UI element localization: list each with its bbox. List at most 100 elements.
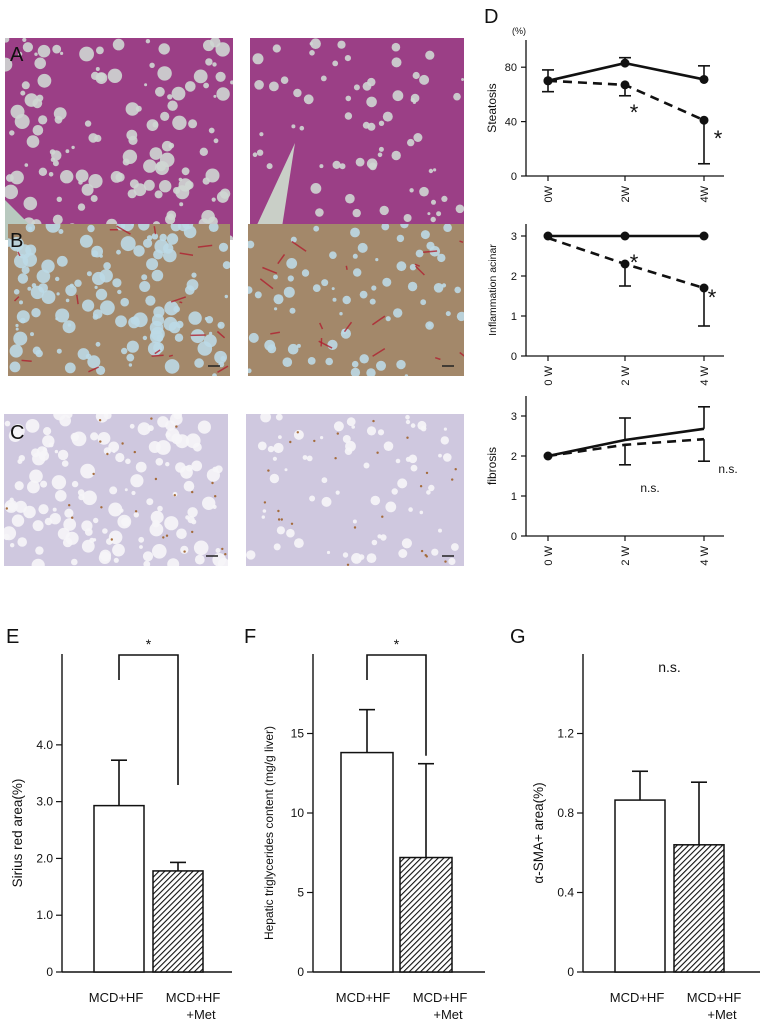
sma-stain-spot <box>353 526 357 529</box>
fat-vacuole <box>171 433 183 445</box>
fat-vacuole <box>382 111 393 122</box>
fat-vacuole <box>121 347 128 355</box>
fat-vacuole <box>371 539 378 546</box>
fat-vacuole <box>191 272 197 278</box>
fat-vacuole <box>24 163 29 167</box>
sma-stain-spot <box>5 507 8 510</box>
fat-vacuole <box>60 51 64 56</box>
fat-vacuole <box>31 308 41 318</box>
fat-vacuole <box>248 332 259 343</box>
fat-vacuole <box>428 484 435 492</box>
fat-vacuole <box>266 163 273 170</box>
x-category-label: +Met <box>707 1007 737 1022</box>
fat-vacuole <box>332 160 341 169</box>
fat-vacuole <box>65 414 73 419</box>
fat-vacuole <box>163 248 177 263</box>
fat-vacuole <box>309 50 315 56</box>
fat-vacuole <box>159 180 172 193</box>
fat-vacuole <box>359 354 369 364</box>
fat-vacuole <box>176 528 187 540</box>
fat-vacuole <box>208 224 219 232</box>
y-axis-label: Hepatic triglycerides content (mg/g live… <box>262 726 276 940</box>
fat-vacuole <box>15 323 19 328</box>
sma-stain-spot <box>154 477 158 481</box>
fat-vacuole <box>22 42 33 53</box>
fat-vacuole <box>17 51 23 57</box>
fat-vacuole <box>427 212 431 216</box>
fat-vacuole <box>99 254 103 258</box>
fat-vacuole <box>80 463 95 479</box>
fat-vacuole <box>135 461 147 473</box>
fat-vacuole <box>174 333 184 342</box>
fat-vacuole <box>31 558 45 566</box>
fat-vacuole <box>125 458 131 465</box>
fat-vacuole <box>396 261 407 272</box>
fat-vacuole <box>75 169 89 183</box>
fat-vacuole <box>81 183 94 196</box>
fat-vacuole <box>122 149 138 164</box>
fat-vacuole <box>77 489 85 496</box>
fat-vacuole <box>461 78 464 81</box>
micrograph-background <box>246 414 464 566</box>
sma-stain-spot <box>191 490 194 494</box>
fat-vacuole <box>363 462 370 469</box>
fat-vacuole <box>28 226 33 231</box>
fat-vacuole <box>153 249 164 260</box>
fat-vacuole <box>257 441 267 451</box>
fat-vacuole <box>129 423 135 429</box>
y-tick-label: 2 <box>511 451 517 463</box>
fat-vacuole <box>409 264 417 271</box>
fat-vacuole <box>214 350 228 364</box>
fat-vacuole <box>17 459 23 464</box>
fat-vacuole <box>130 474 144 488</box>
fat-vacuole <box>92 538 97 542</box>
fat-vacuole <box>425 50 435 60</box>
fat-vacuole <box>95 341 101 347</box>
y-tick-label: 1 <box>511 491 517 503</box>
sma-stain-spot <box>372 419 375 423</box>
fat-vacuole <box>112 38 125 51</box>
fat-vacuole <box>407 138 415 147</box>
sma-stain-spot <box>425 471 429 475</box>
collagen-fiber <box>414 263 420 267</box>
collagen-fiber <box>153 226 157 235</box>
y-tick-label: 3 <box>511 411 517 423</box>
panel-label-d: D <box>484 6 499 28</box>
fat-vacuole <box>419 186 429 197</box>
fat-vacuole <box>99 269 113 283</box>
fat-vacuole <box>273 274 278 280</box>
fat-vacuole <box>102 528 108 534</box>
fat-vacuole <box>448 557 456 566</box>
fat-vacuole <box>190 329 205 344</box>
chart-D3: 0 1 2 3 0 W 2 W 4 W fibrosis n.s. n.s. <box>485 396 738 566</box>
fat-vacuole <box>217 321 225 329</box>
fat-vacuole <box>9 130 15 136</box>
fat-vacuole <box>273 543 281 551</box>
significance-annotation: * <box>146 636 152 652</box>
fat-vacuole <box>120 297 129 307</box>
sma-stain-spot <box>224 553 227 556</box>
fat-vacuole <box>78 180 83 185</box>
sma-stain-spot <box>133 450 136 454</box>
fat-vacuole <box>212 504 217 509</box>
fat-vacuole <box>17 537 28 547</box>
fat-vacuole <box>58 229 64 234</box>
sma-stain-spot <box>98 419 102 422</box>
fat-vacuole <box>138 224 150 231</box>
y-tick-label: 0 <box>567 965 574 979</box>
fat-vacuole <box>9 237 24 252</box>
fat-vacuole <box>248 286 253 294</box>
fat-vacuole <box>71 480 79 488</box>
fat-vacuole <box>407 281 418 292</box>
fat-vacuole <box>57 449 69 461</box>
fat-vacuole <box>22 38 27 42</box>
fat-vacuole <box>157 66 172 81</box>
collagen-fiber <box>88 366 100 373</box>
data-point <box>699 283 709 293</box>
sma-stain-spot <box>289 440 292 444</box>
collagen-fiber <box>179 301 183 304</box>
fat-vacuole <box>222 261 230 270</box>
fat-vacuole <box>252 152 258 157</box>
fat-vacuole <box>182 224 194 230</box>
